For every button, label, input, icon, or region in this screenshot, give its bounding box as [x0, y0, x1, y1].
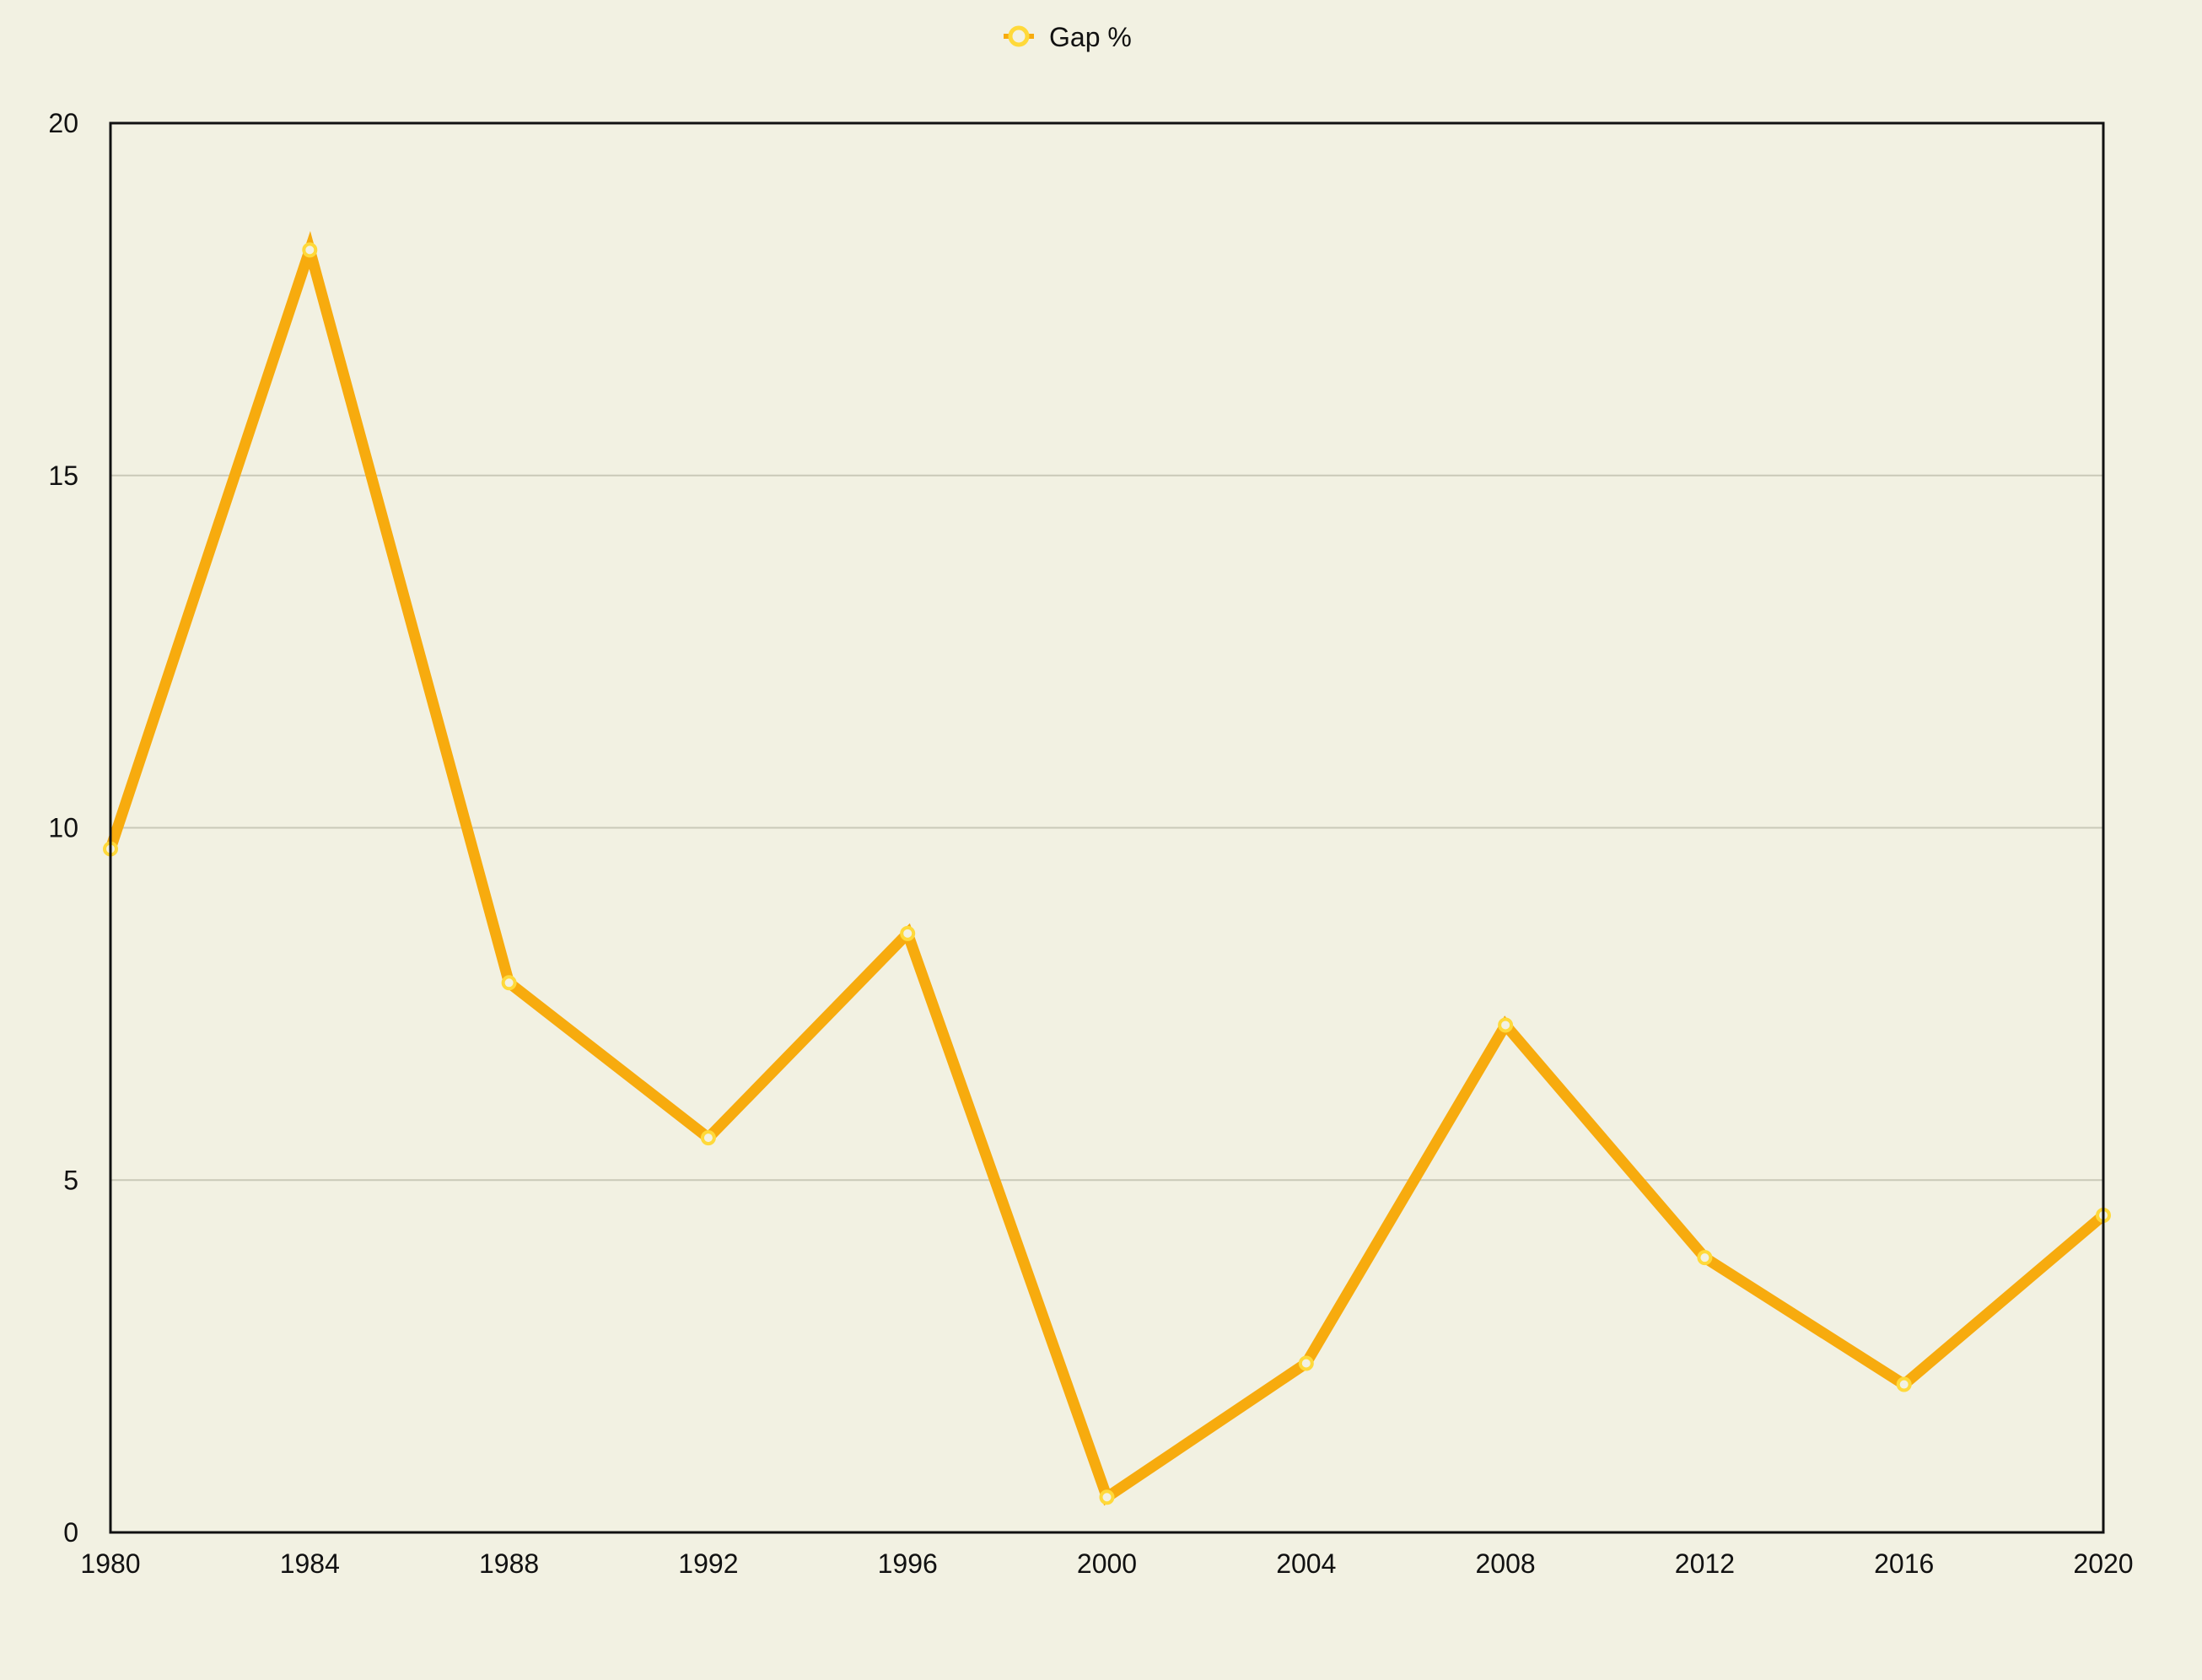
- x-tick-label: 2020: [2073, 1548, 2133, 1579]
- x-tick-label: 1988: [479, 1548, 539, 1579]
- data-point: [1298, 1355, 1314, 1371]
- x-axis-ticks: 1980 1984 1988 1992 1996 2000 2004 2008 2012 2016…: [80, 1548, 2133, 1579]
- series-line: [105, 230, 2108, 1506]
- data-point: [302, 242, 318, 258]
- y-tick-label: 10: [48, 813, 78, 843]
- data-point: [1896, 1376, 1912, 1392]
- y-axis-ticks: 0 5 10 15 20: [48, 108, 78, 1548]
- y-tick-label: 15: [48, 460, 78, 491]
- data-point: [700, 1130, 716, 1146]
- x-tick-label: 2012: [1675, 1548, 1735, 1579]
- x-tick-label: 1992: [678, 1548, 738, 1579]
- legend: Gap %: [1004, 22, 1132, 52]
- x-tick-label: 1984: [280, 1548, 340, 1579]
- x-tick-label: 1996: [878, 1548, 938, 1579]
- x-tick-label: 2004: [1276, 1548, 1336, 1579]
- data-point: [1099, 1489, 1115, 1505]
- data-point: [1697, 1250, 1713, 1266]
- x-tick-label: 2008: [1476, 1548, 1536, 1579]
- series-gap: [103, 230, 2111, 1506]
- y-tick-label: 0: [63, 1517, 78, 1548]
- data-point: [501, 975, 517, 991]
- x-tick-label: 2000: [1077, 1548, 1137, 1579]
- x-tick-label: 2016: [1874, 1548, 1934, 1579]
- legend-swatch-marker: [1008, 25, 1030, 47]
- y-tick-label: 5: [63, 1165, 78, 1195]
- legend-label-gap: Gap %: [1049, 22, 1132, 52]
- y-tick-label: 20: [48, 108, 78, 138]
- data-point: [900, 925, 916, 941]
- data-point: [1498, 1017, 1514, 1033]
- gridlines: [110, 474, 2103, 1182]
- plot-frame: [109, 121, 2105, 1534]
- x-tick-label: 1980: [80, 1548, 140, 1579]
